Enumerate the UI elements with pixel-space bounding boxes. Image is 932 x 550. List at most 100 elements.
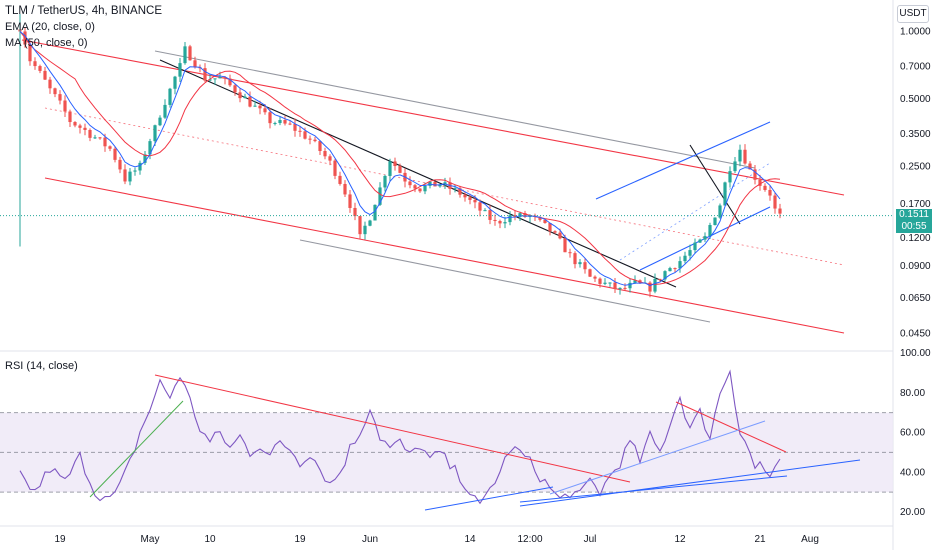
price-tick-label: 0.0650 (900, 293, 931, 304)
candle-body (513, 215, 517, 217)
candle-body (298, 130, 302, 132)
ema-20-line (19, 31, 781, 287)
candle-body (663, 271, 667, 280)
candle-body (318, 141, 322, 152)
candle-body (223, 77, 227, 79)
candle-body (38, 66, 42, 71)
candle-body (288, 123, 292, 125)
candle-body (43, 70, 47, 80)
currency-button[interactable]: USDT (897, 5, 929, 23)
rsi-trend-blue-c (519, 475, 788, 503)
trend-line-black (159, 59, 677, 288)
candle-body (738, 149, 742, 162)
candle-body (493, 219, 497, 222)
candle-body (438, 184, 442, 187)
candle-body (208, 79, 212, 81)
candle-body (693, 242, 697, 251)
channel-upper-gray (154, 50, 756, 169)
candle-body (758, 179, 762, 186)
candle-body (673, 268, 677, 270)
candle-body (83, 127, 87, 130)
candle-body (678, 261, 682, 269)
candle-body (113, 148, 117, 160)
candle-body (308, 138, 312, 140)
candle-body (603, 282, 607, 284)
price-tick-label: 1.0000 (900, 27, 931, 38)
candle-body (173, 76, 177, 89)
candle-body (538, 216, 542, 220)
candle-body (728, 171, 732, 183)
candle-body (98, 137, 102, 139)
candle-body (233, 85, 237, 93)
candle-body (393, 161, 397, 167)
candle-body (213, 78, 217, 80)
price-tick-label: 0.2500 (900, 162, 931, 173)
rsi-tick-label: 100.00 (900, 348, 931, 359)
time-tick-label: 19 (294, 534, 306, 545)
candle-body (348, 194, 352, 208)
rsi-tick-label: 40.00 (900, 467, 925, 478)
candle-body (343, 183, 347, 195)
candle-body (553, 231, 557, 233)
channel-mid-red (44, 107, 845, 266)
price-tick-label: 0.5000 (900, 94, 931, 105)
rsi-tick-label: 20.00 (900, 507, 925, 518)
candle-body (183, 46, 187, 64)
ma-legend[interactable]: MA (50, close, 0) (5, 37, 88, 49)
candle-body (88, 129, 92, 138)
candle-body (413, 185, 417, 189)
candle-body (418, 188, 422, 192)
candle-body (473, 199, 477, 203)
candle-body (283, 120, 287, 124)
candle-body (323, 151, 327, 157)
candle-body (733, 161, 737, 172)
symbol-title: TLM / TetherUS, 4h, BINANCE (5, 5, 163, 17)
candle-body (178, 63, 182, 77)
candle-body (753, 169, 757, 180)
candle-body (608, 282, 612, 284)
candle-body (503, 222, 507, 224)
candle-body (398, 166, 402, 173)
price-tick-label: 0.1700 (900, 199, 931, 210)
candle-body (573, 253, 577, 265)
candle-body (53, 88, 57, 95)
candle-body (108, 146, 112, 149)
candle-body (718, 205, 722, 218)
candle-body (498, 221, 502, 224)
candle-body (353, 207, 357, 217)
time-tick-label: Aug (801, 534, 819, 545)
candle-body (168, 88, 172, 105)
candle-body (373, 204, 377, 221)
channel-lower-gray (299, 239, 711, 323)
candle-body (238, 92, 242, 99)
candle-body (313, 139, 317, 142)
candle-body (338, 175, 342, 184)
candle-body (328, 156, 332, 161)
candle-body (458, 188, 462, 195)
time-tick-label: Jul (584, 534, 597, 545)
rsi-tick-label: 60.00 (900, 428, 925, 439)
candle-body (218, 77, 222, 79)
candle-body (713, 217, 717, 226)
candle-body (78, 125, 82, 128)
candle-body (423, 185, 427, 192)
candle-body (463, 194, 467, 198)
candle-body (568, 252, 572, 254)
candle-body (433, 181, 437, 187)
candle-body (408, 181, 412, 186)
candle-body (488, 210, 492, 220)
rsi-legend[interactable]: RSI (14, close) (5, 360, 78, 372)
candle-body (518, 213, 522, 217)
candle-body (248, 96, 252, 107)
candle-body (203, 68, 207, 81)
candle-body (653, 278, 657, 292)
ema-legend[interactable]: EMA (20, close, 0) (5, 21, 95, 33)
candle-body (588, 269, 592, 277)
candle-body (598, 278, 602, 284)
price-tick-label: 0.0450 (900, 329, 931, 340)
time-tick-label: 10 (204, 534, 216, 545)
candle-body (703, 236, 707, 240)
candle-body (623, 287, 627, 289)
